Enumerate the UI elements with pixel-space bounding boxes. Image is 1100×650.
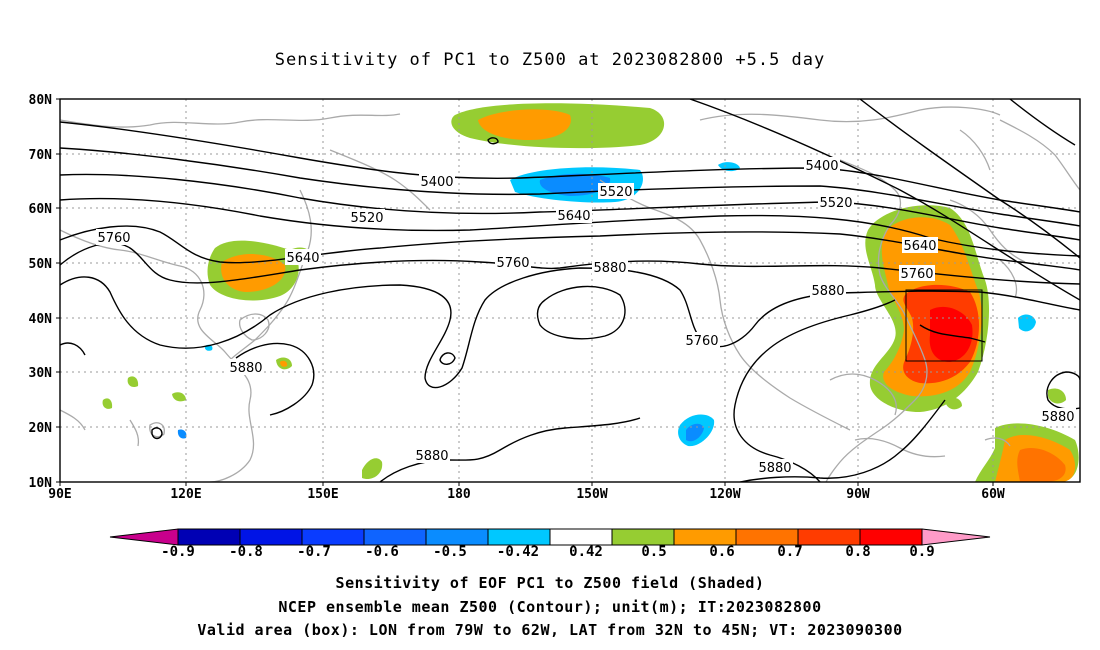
colorbar-tick-label: -0.6 bbox=[365, 544, 399, 560]
contour-label-bg bbox=[495, 254, 531, 270]
contour-labels: 5400 5400 5520 5520 5520 5640 5640 5640 5760 5760… bbox=[96, 157, 1076, 476]
coastlines bbox=[60, 106, 1080, 482]
map-frame bbox=[59, 98, 1081, 483]
contour-label-bg bbox=[414, 447, 450, 463]
contour-label-bg bbox=[1040, 408, 1076, 424]
lat-label: 30N bbox=[29, 366, 53, 381]
contour-label: 5880 bbox=[1041, 410, 1074, 425]
contour-label-bg bbox=[228, 359, 264, 375]
colorbar-tick-label: -0.9 bbox=[161, 544, 195, 560]
contour-label: 5400 bbox=[805, 159, 838, 174]
lat-label: 50N bbox=[29, 257, 53, 272]
contour-label: 5760 bbox=[97, 231, 130, 246]
lat-label: 80N bbox=[29, 93, 53, 108]
colorbar-tick-label: 0.7 bbox=[777, 544, 802, 560]
contour-label-bg bbox=[96, 229, 132, 245]
contour-label: 5880 bbox=[811, 284, 844, 299]
contour-label: 5760 bbox=[900, 267, 933, 282]
lat-label: 10N bbox=[29, 476, 53, 491]
contour-label-bg bbox=[598, 183, 634, 199]
colorbar-segment bbox=[487, 528, 551, 546]
contour-label-bg bbox=[285, 249, 321, 265]
contour-label: 5400 bbox=[420, 175, 453, 190]
latitude-labels: 80N 70N 60N 50N 40N 30N 20N 10N bbox=[29, 93, 53, 491]
colorbar-segment bbox=[301, 528, 365, 546]
contour-label: 5640 bbox=[557, 209, 590, 224]
colorbar-segment bbox=[177, 528, 241, 546]
colorbar-tick-label: 0.9 bbox=[909, 544, 934, 560]
shade-negative-atlantic bbox=[1018, 314, 1036, 332]
lat-label: 60N bbox=[29, 202, 53, 217]
contour-label: 5760 bbox=[496, 256, 529, 271]
lon-label: 180 bbox=[447, 487, 471, 502]
longitude-labels: 90E 120E 150E 180 150W 120W 90W 60W bbox=[48, 487, 1005, 502]
shade-positive-east-coast-peak bbox=[929, 306, 973, 362]
lon-label: 90E bbox=[48, 487, 71, 502]
colorbar-tick-label: -0.8 bbox=[229, 544, 263, 560]
colorbar-tick-label: 0.6 bbox=[709, 544, 734, 560]
shade-positive-north-pacific-core bbox=[478, 109, 571, 140]
lon-label: 90W bbox=[846, 487, 870, 502]
shaded-regions bbox=[102, 103, 1079, 482]
contour-label: 5880 bbox=[229, 361, 262, 376]
colorbar-tick-label: 0.42 bbox=[569, 544, 603, 560]
colorbar-segment bbox=[363, 528, 427, 546]
contour-label: 5520 bbox=[819, 196, 852, 211]
lon-label: 150W bbox=[576, 487, 607, 502]
contour-label: 5640 bbox=[286, 251, 319, 266]
contour-label-bg bbox=[899, 265, 935, 281]
colorbar-tick-label: -0.7 bbox=[297, 544, 331, 560]
contour-label-bg bbox=[902, 237, 938, 253]
contour-label: 5760 bbox=[685, 334, 718, 349]
lat-label: 70N bbox=[29, 148, 53, 163]
colorbar-segment bbox=[673, 528, 737, 546]
caption-line-2: NCEP ensemble mean Z500 (Contour); unit(… bbox=[278, 598, 822, 616]
colorbar-segment bbox=[549, 528, 613, 546]
colorbar-extend-high bbox=[921, 528, 991, 546]
contour-label-bg bbox=[810, 282, 846, 298]
colorbar-tick-label: 0.8 bbox=[845, 544, 870, 560]
contour-label: 5520 bbox=[599, 185, 632, 200]
contour-label-bg bbox=[592, 259, 628, 275]
lat-label: 20N bbox=[29, 421, 53, 436]
shade-negative-east-pacific-core bbox=[686, 423, 704, 442]
colorbar-segment bbox=[611, 528, 675, 546]
lon-label: 60W bbox=[981, 487, 1005, 502]
colorbar-tick-label: 0.5 bbox=[641, 544, 666, 560]
contour-label: 5640 bbox=[903, 239, 936, 254]
chart-title: Sensitivity of PC1 to Z500 at 2023082800… bbox=[274, 50, 826, 70]
caption-line-3: Valid area (box): LON from 79W to 62W, L… bbox=[197, 621, 903, 639]
contour-label-bg bbox=[818, 194, 854, 210]
contour-label: 5520 bbox=[350, 211, 383, 226]
shade-negative-north-pacific-core bbox=[539, 173, 611, 196]
contour-label-bg bbox=[349, 209, 385, 225]
valid-area-box bbox=[905, 289, 983, 362]
contour-label-bg bbox=[419, 173, 455, 189]
lon-label: 120W bbox=[709, 487, 740, 502]
axis-ticks bbox=[56, 98, 994, 486]
colorbar-segment bbox=[797, 528, 861, 546]
contour-label: 5880 bbox=[758, 461, 791, 476]
lon-label: 120E bbox=[170, 487, 201, 502]
contour-label: 5880 bbox=[593, 261, 626, 276]
colorbar-segment bbox=[735, 528, 799, 546]
colorbar-segment bbox=[425, 528, 489, 546]
colorbar-tick-label: -0.5 bbox=[433, 544, 467, 560]
colorbar-tick-label: -0.42 bbox=[497, 544, 539, 560]
contour-label-bg bbox=[684, 332, 720, 348]
contour-label-bg bbox=[757, 459, 793, 475]
contour-label-bg bbox=[804, 157, 840, 173]
lat-label: 40N bbox=[29, 312, 53, 327]
contour-label: 5880 bbox=[415, 449, 448, 464]
caption-line-1: Sensitivity of EOF PC1 to Z500 field (Sh… bbox=[335, 574, 765, 592]
colorbar-segment bbox=[859, 528, 923, 546]
colorbar-labels: -0.9 -0.8 -0.7 -0.6 -0.5 -0.42 0.42 0.5 … bbox=[161, 544, 935, 560]
colorbar bbox=[109, 528, 991, 546]
contour-label-bg bbox=[556, 207, 592, 223]
colorbar-extend-low bbox=[109, 528, 179, 546]
colorbar-segment bbox=[239, 528, 303, 546]
shade-positive-asia-core bbox=[221, 254, 286, 292]
lon-label: 150E bbox=[307, 487, 338, 502]
